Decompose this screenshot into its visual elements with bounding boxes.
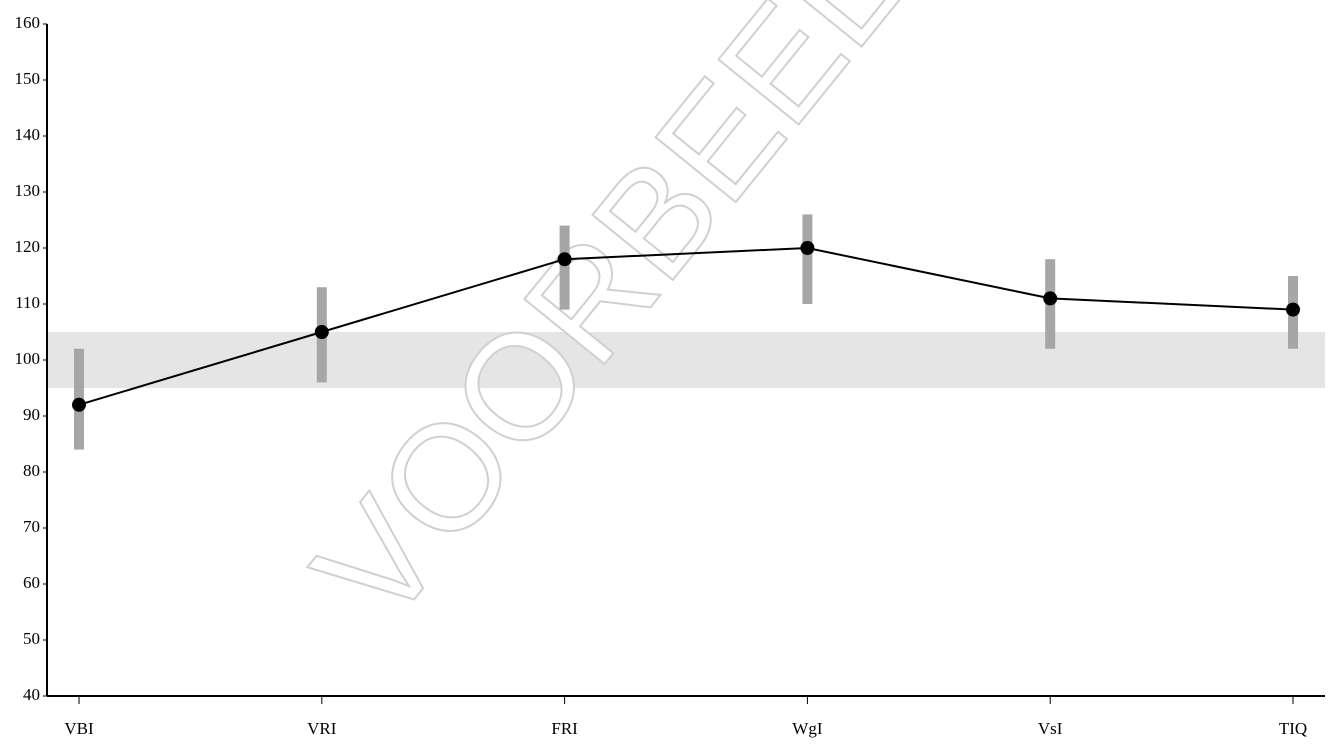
y-tick-label: 160 <box>15 13 41 32</box>
x-tick-label: VRI <box>307 719 337 738</box>
x-tick-label: WgI <box>792 719 823 738</box>
y-tick-label: 150 <box>15 69 41 88</box>
watermark: VOORBEELD <box>281 0 999 653</box>
x-tick-label: TIQ <box>1279 719 1307 738</box>
point <box>72 397 86 412</box>
y-tick-label: 130 <box>15 181 41 200</box>
point <box>1286 302 1300 317</box>
reference-band <box>47 332 1325 388</box>
y-tick-label: 70 <box>23 517 40 536</box>
y-tick-label: 100 <box>15 349 41 368</box>
y-tick-label: 60 <box>23 573 40 592</box>
error-bar <box>559 225 570 310</box>
y-tick-label: 80 <box>23 461 40 480</box>
y-tick-label: 110 <box>15 293 40 312</box>
point <box>557 252 572 267</box>
point <box>800 241 815 255</box>
y-tick-label: 40 <box>23 685 40 704</box>
line <box>78 246 1294 406</box>
y-tick-label: 50 <box>23 629 40 648</box>
point <box>1043 291 1058 306</box>
x-tick-label: VBI <box>64 719 94 738</box>
error-bar <box>802 214 813 304</box>
x-tick-label: VsI <box>1038 719 1063 738</box>
x-tick-label: FRI <box>551 719 578 738</box>
point <box>314 325 329 339</box>
y-tick-label: 140 <box>15 125 41 144</box>
y-tick-label: 120 <box>15 237 41 256</box>
y-tick-label: 90 <box>23 405 40 424</box>
